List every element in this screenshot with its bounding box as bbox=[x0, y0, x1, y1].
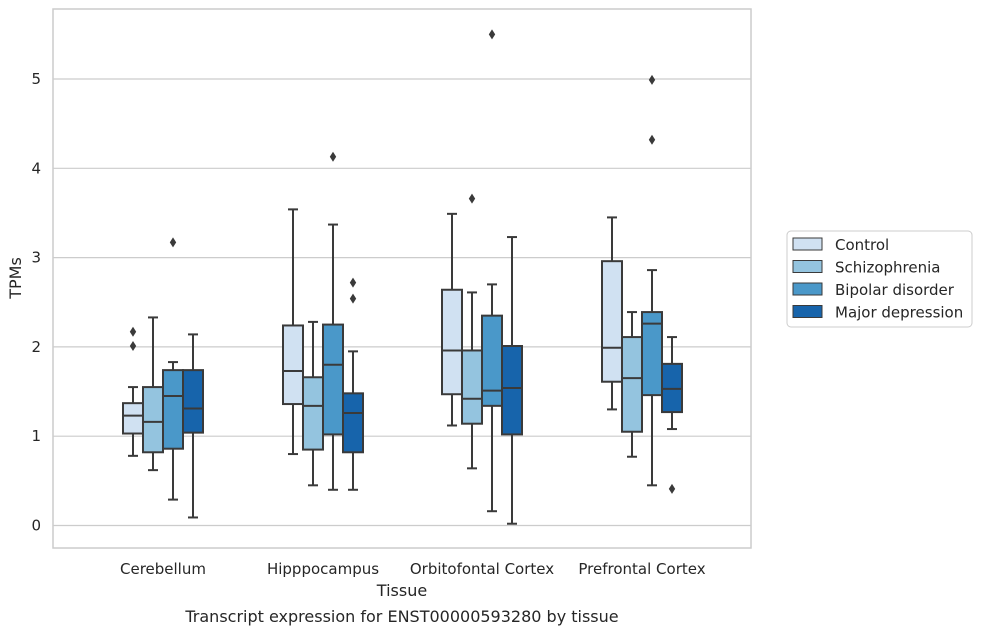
box-control bbox=[441, 212, 463, 427]
box-plots bbox=[122, 29, 683, 525]
x-tick-label: Cerebellum bbox=[120, 560, 206, 578]
box-iqr bbox=[182, 369, 204, 434]
y-tick-label: 0 bbox=[31, 517, 41, 535]
outlier-point bbox=[468, 193, 476, 204]
outlier-point bbox=[169, 237, 177, 248]
box-schizophrenia bbox=[142, 316, 164, 472]
legend-swatch bbox=[792, 305, 823, 318]
outlier-point bbox=[648, 74, 656, 85]
outlier-point bbox=[349, 277, 357, 288]
x-axis-title: Tissue bbox=[376, 581, 427, 600]
box-iqr bbox=[322, 323, 344, 436]
legend-label: Schizophrenia bbox=[835, 259, 940, 277]
box-iqr bbox=[342, 392, 364, 454]
box-control bbox=[601, 216, 623, 411]
plot-frame bbox=[52, 8, 752, 549]
outlier-point bbox=[349, 293, 357, 304]
figure-caption: Transcript expression for ENST0000059328… bbox=[184, 607, 618, 626]
x-tick-label: Prefrontal Cortex bbox=[578, 560, 705, 578]
box-bipolar-disorder bbox=[641, 74, 663, 487]
box-iqr bbox=[441, 288, 463, 396]
box-major-depression bbox=[661, 336, 683, 494]
box-iqr bbox=[122, 402, 144, 435]
legend-swatch bbox=[792, 282, 823, 296]
x-tick-label: Hipppocampus bbox=[267, 560, 379, 578]
box-iqr bbox=[501, 345, 523, 436]
outlier-point bbox=[129, 341, 137, 352]
y-tick-label: 4 bbox=[31, 159, 41, 177]
box-bipolar-disorder bbox=[481, 29, 503, 513]
box-iqr bbox=[641, 311, 663, 397]
legend: Control Schizophrenia Bipolar disorder Majo… bbox=[786, 230, 973, 328]
legend-label: Control bbox=[835, 236, 889, 254]
box-iqr bbox=[142, 386, 164, 454]
outlier-point bbox=[648, 134, 656, 145]
box-iqr bbox=[282, 324, 304, 406]
box-major-depression bbox=[501, 236, 523, 525]
grid-lines bbox=[53, 78, 751, 527]
y-tick-label: 2 bbox=[31, 338, 41, 356]
y-axis-title: TPMs bbox=[6, 257, 25, 300]
outlier-point bbox=[668, 483, 676, 494]
box-iqr bbox=[621, 336, 643, 433]
box-major-depression bbox=[342, 277, 364, 491]
legend-label: Bipolar disorder bbox=[835, 281, 955, 299]
legend-frame bbox=[786, 230, 973, 328]
box-iqr bbox=[461, 349, 483, 425]
box-bipolar-disorder bbox=[322, 151, 344, 491]
outlier-point bbox=[129, 326, 137, 337]
outlier-point bbox=[329, 151, 337, 162]
box-control bbox=[282, 208, 304, 456]
box-schizophrenia bbox=[461, 193, 483, 470]
box-bipolar-disorder bbox=[162, 237, 184, 501]
box-iqr bbox=[162, 369, 184, 450]
x-axis-ticks: Cerebellum Hipppocampus Orbitofontal Corte… bbox=[120, 560, 706, 578]
x-tick-label: Orbitofontal Cortex bbox=[410, 560, 554, 578]
box-major-depression bbox=[182, 333, 204, 519]
y-tick-label: 5 bbox=[31, 70, 41, 88]
y-tick-label: 3 bbox=[31, 249, 41, 267]
box-schizophrenia bbox=[621, 311, 643, 458]
box-control bbox=[122, 326, 144, 457]
box-iqr bbox=[302, 376, 324, 451]
legend-label: Major depression bbox=[835, 304, 963, 322]
outlier-point bbox=[488, 29, 496, 40]
y-axis-ticks: 0 1 2 3 4 5 bbox=[31, 70, 41, 535]
y-tick-label: 1 bbox=[31, 427, 41, 445]
box-iqr bbox=[481, 314, 503, 407]
legend-swatch bbox=[792, 260, 823, 273]
legend-swatch bbox=[792, 237, 823, 251]
box-iqr bbox=[601, 260, 623, 383]
